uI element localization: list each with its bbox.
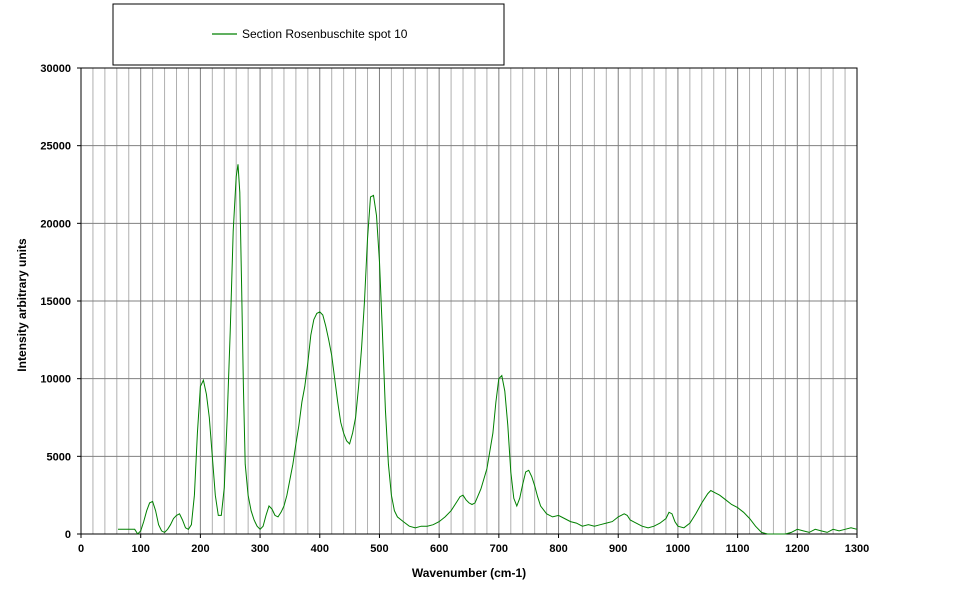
- x-tick-label: 1000: [666, 543, 690, 555]
- grid: [81, 68, 857, 534]
- legend-box: [112, 3, 505, 66]
- y-tick-label: 30000: [40, 63, 71, 75]
- x-tick-label: 1200: [785, 543, 809, 555]
- y-tick-label: 25000: [40, 141, 71, 153]
- x-tick-label: 0: [78, 543, 84, 555]
- y-tick-label: 20000: [40, 218, 71, 230]
- y-axis-ticks: 0 5000 10000 15000 20000 25000 30000: [40, 63, 81, 541]
- x-tick-label: 800: [549, 543, 567, 555]
- legend: Section Rosenbuschite spot 10: [112, 3, 505, 66]
- x-tick-label: 600: [430, 543, 448, 555]
- x-axis-ticks: 0 100 200 300 400 500 600 700 800 900 1000 1100 1200…: [78, 534, 869, 555]
- x-tick-label: 300: [251, 543, 269, 555]
- x-tick-label: 1300: [845, 543, 869, 555]
- x-axis-title: Wavenumber (cm-1): [412, 566, 526, 580]
- x-tick-label: 900: [609, 543, 627, 555]
- x-tick-label: 1100: [726, 543, 750, 555]
- y-tick-label: 15000: [40, 296, 71, 308]
- series-line: [118, 164, 858, 535]
- x-tick-label: 100: [132, 543, 150, 555]
- x-tick-label: 700: [490, 543, 508, 555]
- x-tick-label: 400: [311, 543, 329, 555]
- legend-label: Section Rosenbuschite spot 10: [242, 27, 408, 41]
- y-tick-label: 10000: [40, 374, 71, 386]
- x-tick-label: 200: [191, 543, 209, 555]
- y-tick-label: 5000: [47, 451, 71, 463]
- y-axis-title: Intensity arbitrary units: [15, 238, 29, 372]
- y-tick-label: 0: [65, 529, 71, 541]
- x-tick-label: 500: [370, 543, 388, 555]
